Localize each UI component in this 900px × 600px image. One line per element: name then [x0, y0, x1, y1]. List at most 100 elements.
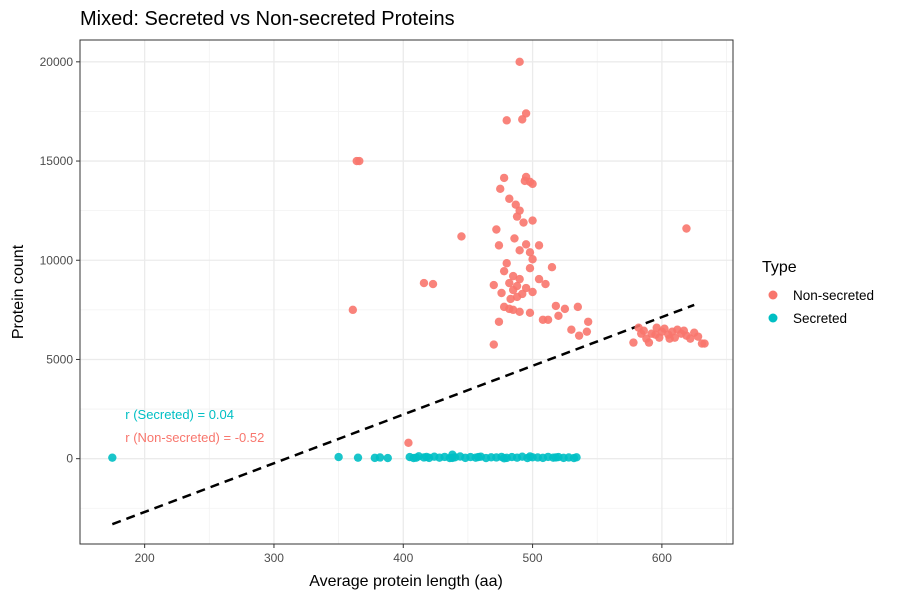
point-non-secreted	[547, 262, 557, 272]
point-non-secreted	[551, 301, 561, 311]
point-non-secreted	[428, 279, 438, 289]
legend-label-secreted: Secreted	[793, 311, 847, 326]
point-non-secreted	[693, 332, 703, 341]
point-non-secreted	[497, 288, 506, 298]
point-non-secreted	[494, 241, 504, 250]
legend-swatch-non-secreted	[768, 290, 778, 300]
plot-panel-border	[79, 39, 734, 545]
point-non-secreted	[502, 259, 511, 268]
y-tick-label: 15000	[40, 154, 74, 168]
point-non-secreted	[512, 212, 522, 221]
point-non-secreted	[583, 317, 593, 326]
point-non-secreted	[521, 109, 531, 118]
point-non-secreted	[521, 283, 531, 293]
point-non-secreted	[534, 241, 544, 250]
point-non-secreted	[543, 315, 553, 324]
point-non-secreted	[534, 274, 544, 284]
y-axis-title: Protein count	[10, 244, 27, 339]
point-non-secreted	[582, 327, 592, 336]
legend-swatch-secreted	[768, 313, 778, 323]
point-non-secreted	[518, 115, 527, 124]
minor-gridlines	[79, 40, 733, 544]
point-non-secreted	[525, 263, 535, 273]
point-non-secreted	[525, 308, 535, 318]
point-secreted	[422, 452, 431, 462]
point-non-secreted	[499, 266, 509, 276]
annotation-non-secreted-r: r (Non-secreted) = -0.52	[125, 430, 264, 445]
point-secreted	[448, 450, 457, 459]
point-secreted	[375, 453, 385, 462]
point-non-secreted	[489, 340, 498, 349]
point-non-secreted	[574, 331, 584, 340]
point-non-secreted	[519, 218, 528, 227]
annotation-secreted-r: r (Secreted) = 0.04	[125, 407, 234, 422]
trend-line	[111, 303, 695, 526]
point-non-secreted	[644, 338, 654, 347]
point-secreted	[353, 453, 363, 462]
legend: Type Non-secreted Secreted	[762, 259, 874, 326]
point-non-secreted	[505, 278, 514, 288]
major-gridlines	[80, 40, 733, 544]
point-non-secreted	[505, 304, 514, 314]
y-tick-label: 5000	[46, 352, 73, 366]
point-non-secreted	[629, 338, 638, 347]
y-axis-ticks: 0 5000 10000 15000 20000	[40, 55, 80, 466]
point-non-secreted	[404, 438, 413, 448]
point-non-secreted	[651, 330, 660, 339]
point-secreted	[572, 453, 581, 462]
point-secreted	[411, 453, 421, 462]
trend-line-group	[111, 303, 695, 526]
point-non-secreted	[700, 339, 709, 348]
x-axis-ticks: 200 300 400 500 600	[135, 544, 672, 565]
point-non-secreted	[499, 173, 509, 183]
y-tick-label: 20000	[40, 55, 74, 69]
x-tick-label: 600	[652, 551, 672, 565]
point-secreted	[551, 453, 561, 462]
point-non-secreted	[508, 271, 518, 281]
x-axis-title: Average protein length (aa)	[309, 573, 503, 590]
point-non-secreted	[515, 57, 524, 67]
point-non-secreted	[528, 255, 537, 264]
x-tick-label: 400	[393, 551, 413, 565]
point-non-secreted	[665, 334, 674, 343]
point-non-secreted	[502, 116, 511, 125]
x-tick-label: 300	[264, 551, 284, 565]
point-non-secreted	[515, 274, 524, 284]
point-non-secreted	[686, 334, 695, 343]
point-non-secreted	[489, 280, 498, 290]
point-non-secreted	[660, 324, 669, 333]
chart-title: Mixed: Secreted vs Non-secreted Proteins	[80, 8, 455, 30]
point-non-secreted	[355, 156, 364, 166]
point-non-secreted	[457, 232, 466, 241]
point-non-secreted	[512, 292, 522, 302]
x-tick-label: 500	[523, 551, 543, 565]
point-non-secreted	[567, 325, 576, 334]
y-tick-label: 10000	[40, 253, 74, 267]
point-secreted	[525, 452, 535, 461]
x-tick-label: 200	[135, 551, 155, 565]
point-non-secreted	[528, 287, 537, 297]
point-non-secreted	[525, 248, 535, 257]
point-non-secreted	[496, 184, 505, 194]
point-non-secreted	[639, 326, 648, 335]
point-non-secreted	[348, 305, 358, 315]
point-non-secreted	[541, 279, 550, 289]
point-non-secreted	[419, 278, 429, 288]
point-non-secreted	[511, 200, 520, 209]
point-non-secreted	[573, 302, 583, 312]
point-non-secreted	[682, 224, 691, 233]
point-non-secreted	[505, 194, 514, 203]
point-secreted	[334, 452, 343, 462]
legend-label-non-secreted: Non-secreted	[793, 288, 874, 303]
point-non-secreted	[508, 285, 518, 295]
point-secreted	[474, 452, 483, 462]
point-non-secreted	[510, 234, 519, 243]
y-tick-label: 0	[66, 452, 73, 466]
point-non-secreted	[560, 304, 570, 314]
point-non-secreted	[528, 216, 537, 225]
legend-title: Type	[762, 259, 797, 276]
point-non-secreted	[494, 317, 504, 326]
point-secreted	[499, 454, 509, 463]
data-points	[108, 57, 709, 463]
